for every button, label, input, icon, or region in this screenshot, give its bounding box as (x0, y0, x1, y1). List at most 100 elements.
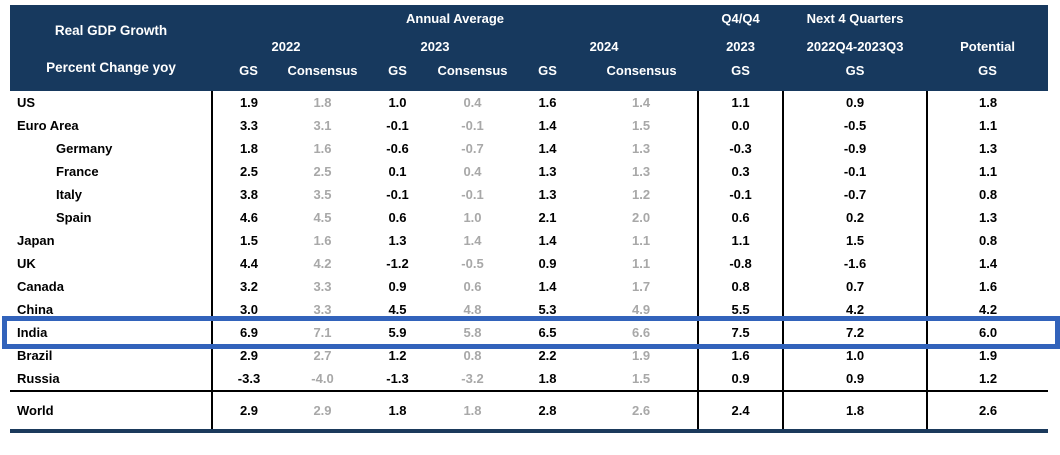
q4q4-gs-header: GS (698, 60, 784, 91)
cell-gs-2022: 3.8 (211, 183, 285, 206)
cell-q4q4-2023-gs: 7.5 (697, 321, 784, 344)
year-2022-header: 2022 (212, 32, 360, 60)
cell-consensus-2024: 6.6 (585, 321, 699, 344)
cell-gs-2023: 0.9 (360, 275, 435, 298)
cell-next4q-gs: 0.9 (782, 91, 928, 114)
cell-gs-2024: 6.5 (510, 321, 585, 344)
cell-gs-2023: 0.6 (360, 206, 435, 229)
cell-gs-2024: 1.4 (510, 229, 585, 252)
world-row: World 2.9 2.9 1.8 1.8 2.8 2.6 2.4 1.8 2.6 (10, 390, 1049, 433)
cell-consensus-2023: -0.7 (435, 137, 510, 160)
cell-gs-2022: 4.6 (211, 206, 285, 229)
cell-next4q-gs: -0.1 (782, 160, 928, 183)
cell-consensus-2024: 1.1 (585, 252, 699, 275)
consensus-2023-header: Consensus (435, 60, 510, 91)
gdp-table-container: Real GDP Growth Percent Change yoy Annua… (2, 5, 1060, 433)
cell-gs-2024: 2.2 (510, 344, 585, 367)
france-row: France 2.5 2.5 0.1 0.4 1.3 1.3 0.3 -0.1 1.1 (10, 160, 1049, 183)
cell-gs-2023: 1.2 (360, 344, 435, 367)
cell-q4q4-2023-gs: 1.1 (697, 91, 784, 114)
table-title-cell: Real GDP Growth Percent Change yoy (10, 5, 212, 91)
cell-potential-gs: 1.8 (926, 91, 1049, 114)
next4q-range-header: 2022Q4-2023Q3 (783, 32, 928, 60)
cell-potential-gs: 1.2 (926, 367, 1049, 391)
cell-q4q4-2023-gs: -0.8 (697, 252, 784, 275)
cell-next4q-gs: -1.6 (782, 252, 928, 275)
japan-row: Japan 1.5 1.6 1.3 1.4 1.4 1.1 1.1 1.5 0.8 (10, 229, 1049, 252)
cell-consensus-2024: 1.7 (585, 275, 699, 298)
cell-consensus-2022: 1.6 (285, 229, 360, 252)
cell-gs-2022: 1.9 (211, 91, 285, 114)
cell-consensus-2023: 5.8 (435, 321, 510, 344)
germany-row: Germany 1.8 1.6 -0.6 -0.7 1.4 1.3 -0.3 -0.9 1.3 (10, 137, 1049, 160)
row-label: India (10, 321, 212, 344)
us-row: US 1.9 1.8 1.0 0.4 1.6 1.4 1.1 0.9 1.8 (10, 91, 1049, 114)
table-header: Real GDP Growth Percent Change yoy Annua… (10, 5, 1049, 91)
cell-q4q4-2023-gs: 0.0 (697, 114, 784, 137)
cell-consensus-2023: 1.8 (435, 390, 510, 433)
cell-consensus-2022: 3.3 (285, 298, 360, 321)
consensus-2024-header: Consensus (585, 60, 699, 91)
cell-potential-gs: 1.4 (926, 252, 1049, 275)
row-label: Euro Area (10, 114, 212, 137)
cell-q4q4-2023-gs: 5.5 (697, 298, 784, 321)
cell-gs-2022: 2.5 (211, 160, 285, 183)
cell-gs-2022: 2.9 (211, 390, 285, 433)
row-label: China (10, 298, 212, 321)
row-label: UK (10, 252, 212, 275)
row-label: Germany (10, 137, 212, 160)
table-body: US 1.9 1.8 1.0 0.4 1.6 1.4 1.1 0.9 1.8 Euro Area 3.… (10, 91, 1049, 433)
cell-consensus-2023: 1.4 (435, 229, 510, 252)
cell-q4q4-2023-gs: 1.6 (697, 344, 784, 367)
cell-gs-2022: 1.8 (211, 137, 285, 160)
cell-potential-gs: 1.6 (926, 275, 1049, 298)
table-title: Real GDP Growth (54, 23, 168, 38)
cell-gs-2024: 2.8 (510, 390, 585, 433)
cell-potential-gs: 6.0 (926, 321, 1049, 344)
cell-gs-2022: 3.0 (211, 298, 285, 321)
cell-gs-2022: 2.9 (211, 344, 285, 367)
cell-consensus-2023: 0.4 (435, 91, 510, 114)
cell-gs-2022: 3.2 (211, 275, 285, 298)
cell-next4q-gs: 1.5 (782, 229, 928, 252)
cell-next4q-gs: 7.2 (782, 321, 928, 344)
cell-gs-2022: 1.5 (211, 229, 285, 252)
cell-potential-gs: 1.1 (926, 114, 1049, 137)
row-label: Spain (10, 206, 212, 229)
cell-gs-2023: 1.8 (360, 390, 435, 433)
year-2023-header: 2023 (360, 32, 510, 60)
cell-consensus-2024: 1.4 (585, 91, 699, 114)
cell-q4q4-2023-gs: -0.1 (697, 183, 784, 206)
cell-consensus-2023: 4.8 (435, 298, 510, 321)
cell-gs-2024: 1.4 (510, 137, 585, 160)
potential-header-spacer (927, 5, 1049, 32)
row-label: Russia (10, 367, 212, 391)
consensus-2022-header: Consensus (285, 60, 360, 91)
cell-consensus-2023: 0.8 (435, 344, 510, 367)
cell-consensus-2023: -0.1 (435, 183, 510, 206)
cell-next4q-gs: -0.7 (782, 183, 928, 206)
cell-consensus-2024: 1.2 (585, 183, 699, 206)
row-label: Canada (10, 275, 212, 298)
cell-gs-2022: 4.4 (211, 252, 285, 275)
cell-next4q-gs: 0.2 (782, 206, 928, 229)
cell-consensus-2024: 1.3 (585, 160, 699, 183)
uk-row: UK 4.4 4.2 -1.2 -0.5 0.9 1.1 -0.8 -1.6 1.4 (10, 252, 1049, 275)
cell-gs-2023: 1.3 (360, 229, 435, 252)
row-label: Brazil (10, 344, 212, 367)
cell-consensus-2023: -3.2 (435, 367, 510, 391)
cell-next4q-gs: 1.0 (782, 344, 928, 367)
cell-consensus-2022: 7.1 (285, 321, 360, 344)
gs-2022-header: GS (212, 60, 285, 91)
cell-next4q-gs: 4.2 (782, 298, 928, 321)
cell-consensus-2023: 0.6 (435, 275, 510, 298)
cell-gs-2023: 5.9 (360, 321, 435, 344)
cell-consensus-2022: 4.2 (285, 252, 360, 275)
cell-consensus-2024: 2.0 (585, 206, 699, 229)
cell-consensus-2024: 1.3 (585, 137, 699, 160)
russia-row: Russia -3.3 -4.0 -1.3 -3.2 1.8 1.5 0.9 0.9 1.2 (10, 367, 1049, 391)
cell-q4q4-2023-gs: 0.9 (697, 367, 784, 391)
india-row: India 6.9 7.1 5.9 5.8 6.5 6.6 7.5 7.2 6.0 (10, 321, 1049, 344)
cell-gs-2024: 0.9 (510, 252, 585, 275)
cell-gs-2024: 2.1 (510, 206, 585, 229)
